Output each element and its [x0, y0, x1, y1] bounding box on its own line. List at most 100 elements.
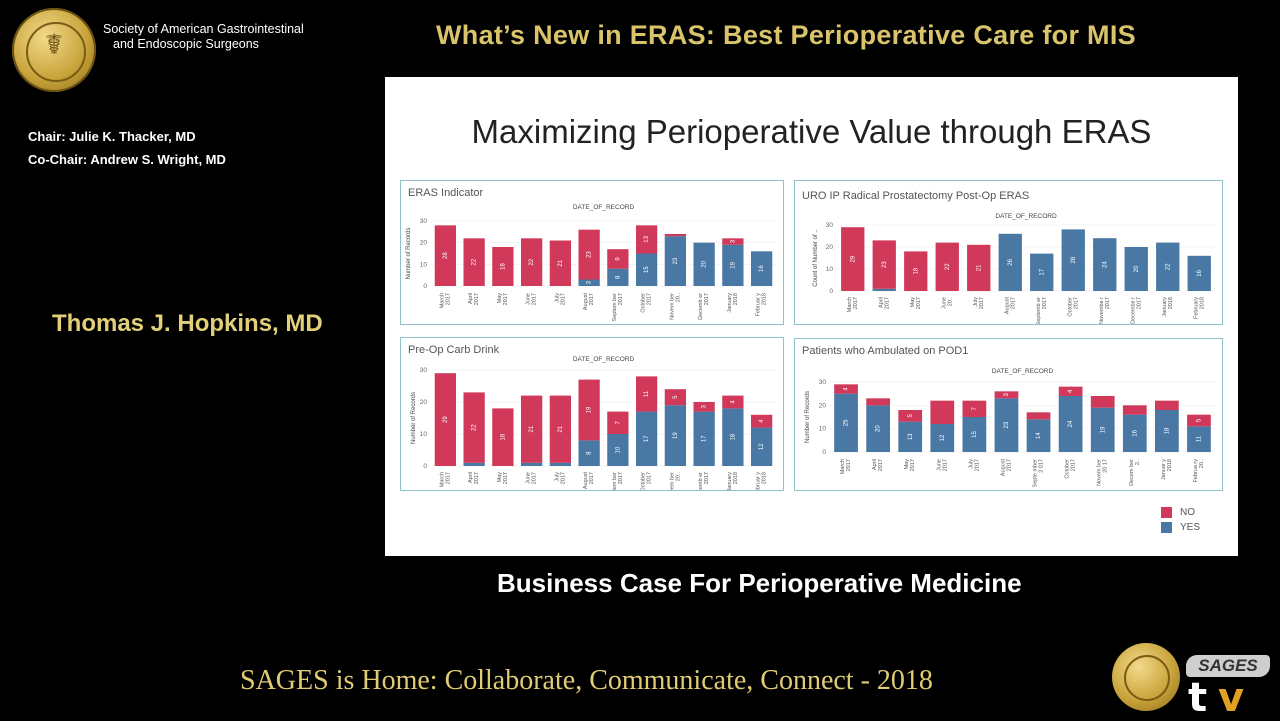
- bar-no: [635, 376, 658, 412]
- data-label-yes: 23: [673, 257, 679, 264]
- data-label-yes: 14: [1036, 432, 1042, 439]
- x-tick-label: 2017: [618, 293, 624, 305]
- data-label-no: 11: [644, 390, 650, 397]
- x-tick-label: 2017: [974, 459, 980, 471]
- x-tick-label: 2 017: [1039, 459, 1045, 473]
- x-axis-label: DATE_OF_RECORD: [992, 368, 1054, 375]
- bar-yes: [898, 421, 923, 452]
- x-tick-label: May: [904, 459, 910, 470]
- footer-tagline: SAGES is Home: Collaborate, Communicate,…: [240, 665, 933, 696]
- data-label-yes: 17: [1039, 268, 1045, 275]
- slide-title: Maximizing Perioperative Value through E…: [471, 113, 1152, 150]
- legend-item-yes: YES: [1161, 522, 1200, 533]
- x-tick-label: June: [526, 472, 532, 484]
- x-tick-label: Novembe r: [1099, 297, 1105, 324]
- bar-yes: [1155, 410, 1179, 452]
- data-label-no: 21: [558, 259, 564, 266]
- data-label-yes: 20: [702, 260, 708, 267]
- x-tick-label: 2017: [979, 297, 985, 309]
- org-line-2: and Endoscopic Surgeons: [113, 37, 259, 51]
- data-label-no: 13: [644, 235, 650, 242]
- org-line-1: Society of American Gastrointestinal: [103, 22, 304, 36]
- data-label-yes: 10: [615, 446, 621, 453]
- x-tick-label: 2017: [704, 293, 710, 305]
- bar-no: [834, 384, 858, 394]
- bar-yes: [1026, 419, 1051, 452]
- x-tick-label: July: [973, 297, 979, 307]
- x-tick-label: Septem ber: [612, 472, 618, 490]
- bar-yes: [866, 405, 890, 452]
- data-label-yes: 19: [673, 432, 679, 439]
- x-tick-label: October: [1065, 459, 1071, 479]
- x-tick-label: July: [554, 293, 560, 303]
- bar-no: [872, 240, 896, 289]
- tv-seal-inner-ring: [1124, 655, 1170, 701]
- bar-no: [994, 391, 1019, 399]
- bar-yes: [1093, 238, 1117, 291]
- data-label-yes: 3: [587, 280, 593, 284]
- x-tick-label: August: [583, 293, 589, 311]
- x-tick-label: 20 17: [1103, 459, 1109, 473]
- data-label-no: 9: [615, 257, 621, 261]
- chart-title: ERAS Indicator: [408, 187, 484, 199]
- talk-subtitle: Business Case For Perioperative Medicine: [497, 568, 1022, 598]
- data-label-no: 4: [1068, 389, 1074, 393]
- chart-panel-uro-prostatectomy: URO IP Radical Prostatectomy Post-Op ERA…: [794, 180, 1223, 325]
- data-label-yes: 20: [876, 425, 882, 432]
- y-axis-label: Number of Records: [411, 392, 417, 444]
- bar-yes: [1124, 247, 1148, 291]
- x-tick-label: April: [872, 459, 878, 470]
- data-label-yes: 19: [730, 261, 736, 268]
- data-label-no: 5: [908, 414, 914, 418]
- data-label-yes: 12: [940, 434, 946, 441]
- data-label-no: 23: [882, 261, 888, 268]
- data-label-yes: 16: [1132, 429, 1138, 436]
- x-tick-label: 2017: [532, 472, 538, 484]
- x-axis-label: DATE_OF_RECORD: [573, 204, 635, 211]
- tv-wordmark-t: t: [1188, 675, 1208, 721]
- chart-title: URO IP Radical Prostatectomy Post-Op ERA…: [802, 190, 1030, 202]
- data-label-no: 18: [913, 267, 919, 274]
- x-tick-label: 2017: [647, 472, 653, 484]
- bar-yes: [1058, 396, 1083, 452]
- bar-no: [492, 408, 514, 466]
- x-tick-label: April: [468, 472, 474, 483]
- x-tick-label: 2017: [1071, 459, 1077, 471]
- chart-panel-preop-carb-drink: Pre-Op Carb Drink DATE_OF_RECORD Number o…: [400, 337, 784, 491]
- bar-yes: [578, 440, 600, 466]
- x-tick-label: 2017: [647, 293, 653, 305]
- legend-label-yes: YES: [1180, 522, 1201, 533]
- bar-no: [1026, 412, 1051, 420]
- bar-no: [866, 398, 890, 406]
- x-tick-label: June: [936, 459, 942, 471]
- bar-no: [492, 247, 514, 286]
- chair-info: Chair: Julie K. Thacker, MD Co-Chair: An…: [28, 125, 226, 171]
- bar-yes: [1122, 414, 1147, 452]
- x-tick-label: 2017: [503, 472, 509, 484]
- x-tick-label: May: [497, 293, 503, 304]
- data-label-no: 21: [976, 264, 982, 271]
- x-tick-label: March: [847, 297, 853, 312]
- chart-eras-indicator: DATE_OF_RECORD Number of Records 0 10 20 30 28…: [406, 204, 776, 321]
- x-tick-label: Decem ber: [1129, 459, 1135, 486]
- data-label-no: 5: [1197, 418, 1203, 422]
- bar-yes: [693, 411, 715, 466]
- legend-item-no: NO: [1161, 507, 1200, 518]
- x-tick-label: March: [439, 472, 445, 487]
- data-label-no: 29: [850, 255, 856, 262]
- data-label-no: 4: [844, 387, 850, 391]
- x-tick-label: Februar y: [756, 293, 762, 317]
- data-label-no: 22: [472, 258, 478, 265]
- chart-title: Patients who Ambulated on POD1: [802, 345, 969, 357]
- x-tick-label: 2017: [474, 472, 480, 484]
- data-label-no: 18: [500, 433, 506, 440]
- sages-seal-logo: ☤: [12, 8, 96, 92]
- x-tick-label: 20..: [675, 472, 681, 482]
- data-label-no: 18: [500, 263, 506, 270]
- data-label-yes: 17: [702, 435, 708, 442]
- x-tick-label: May: [497, 472, 503, 483]
- organization-name: Society of American Gastrointestinal and…: [103, 22, 304, 52]
- bar-yes: [750, 251, 773, 286]
- x-tick-label: March: [840, 459, 846, 474]
- bar-yes: [664, 405, 687, 466]
